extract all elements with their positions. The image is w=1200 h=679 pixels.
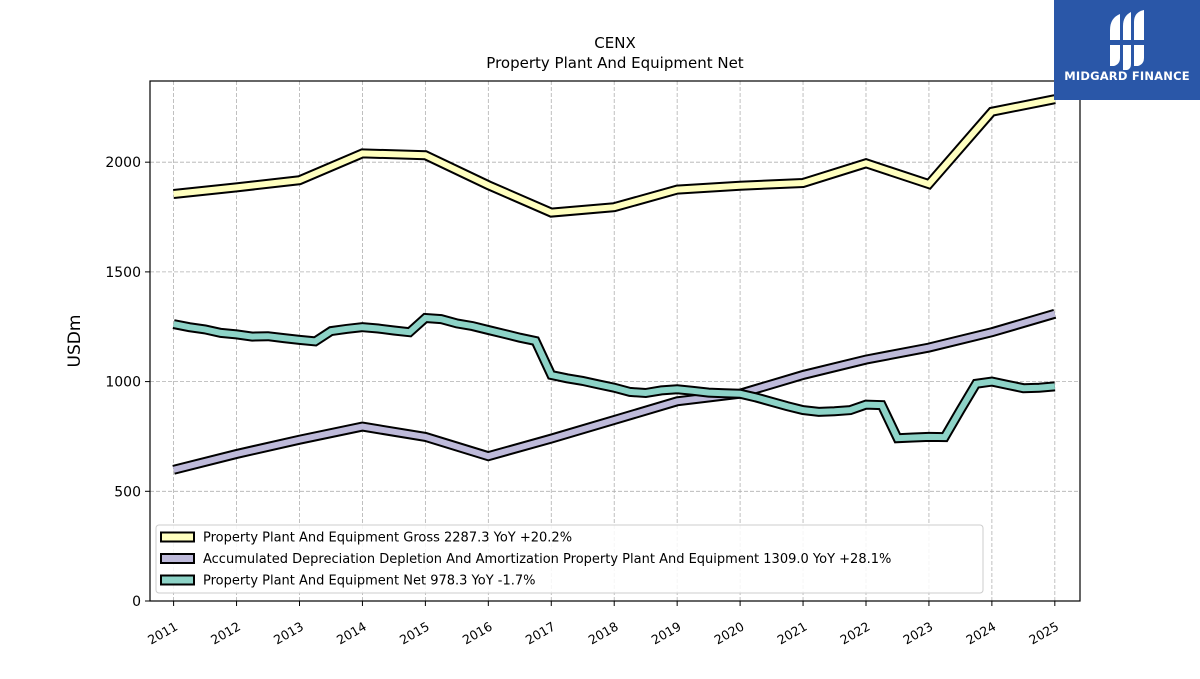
x-tick-label: 2021 — [774, 619, 809, 648]
logo-text: MIDGARD FINANCE — [1064, 69, 1190, 83]
y-tick-label: 2000 — [105, 155, 141, 171]
x-tick-label: 2025 — [1026, 619, 1061, 648]
x-tick-label: 2017 — [523, 619, 558, 648]
x-tick-label: 2019 — [649, 619, 684, 648]
legend-swatch-2 — [160, 553, 195, 564]
legend-box — [155, 524, 984, 594]
legend-label-3: Property Plant And Equipment Net 978.3 Y… — [203, 574, 536, 589]
y-tick-label: 1000 — [105, 375, 141, 391]
x-tick-label: 2011 — [145, 619, 180, 648]
legend-swatch-1 — [160, 531, 195, 543]
x-tick-label: 2020 — [712, 619, 747, 648]
y-tick-label: 500 — [114, 484, 141, 500]
logo-mark-icon — [1108, 10, 1146, 70]
x-tick-label: 2016 — [460, 619, 495, 648]
legend: Property Plant And Equipment Gross 2287.… — [155, 524, 984, 594]
y-tick-label: 1500 — [105, 265, 141, 281]
series-3-line — [173, 314, 1056, 442]
y-ticks: 0 500 1000 1500 2000 — [105, 155, 150, 610]
y-tick-label: 0 — [132, 594, 141, 610]
x-tick-label: 2022 — [837, 619, 872, 648]
legend-swatch-3 — [160, 574, 195, 586]
series-layer — [172, 94, 1057, 475]
x-ticks: 2011 2012 2013 2014 2015 2016 2017 2018 2019 2020… — [145, 601, 1061, 648]
x-tick-label: 2023 — [900, 619, 935, 648]
legend-label-1: Property Plant And Equipment Gross 2287.… — [203, 531, 572, 546]
y-axis-label: USDm — [65, 315, 85, 368]
series-1-line — [173, 96, 1056, 216]
brand-logo: MIDGARD FINANCE — [1054, 0, 1200, 100]
chart-title: CENX — [594, 34, 635, 52]
x-tick-label: 2013 — [271, 619, 306, 648]
plot-frame — [149, 80, 1081, 602]
x-tick-label: 2024 — [963, 619, 998, 648]
x-tick-label: 2018 — [586, 619, 621, 648]
legend-label-2: Accumulated Depreciation Depletion And A… — [203, 552, 891, 567]
series-2-line — [172, 310, 1056, 473]
x-tick-label: 2014 — [334, 619, 369, 648]
x-tick-label: 2015 — [397, 619, 432, 648]
chart-subtitle: Property Plant And Equipment Net — [486, 54, 743, 72]
x-tick-label: 2012 — [208, 619, 243, 648]
